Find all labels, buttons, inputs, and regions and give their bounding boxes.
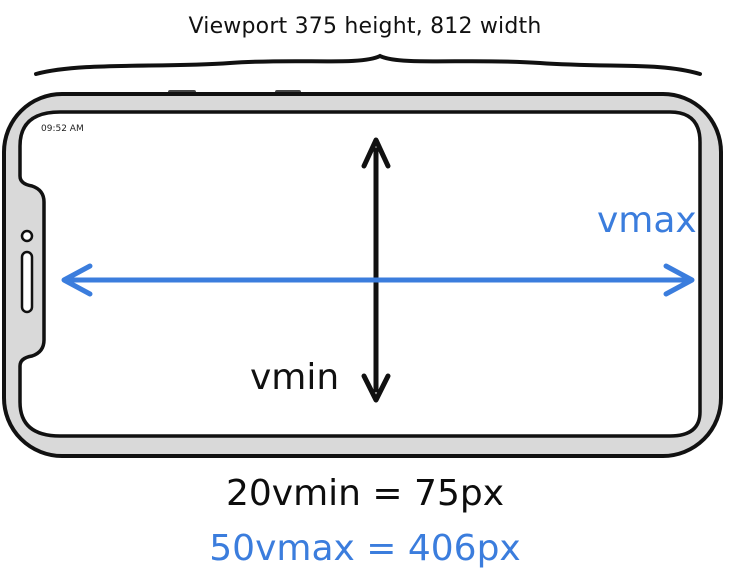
vmin-arrow-head-bottom [361, 373, 391, 403]
vmax-arrow-head-left [61, 263, 93, 297]
vmin-equation: 20vmin = 75px [225, 473, 504, 514]
status-time: 09:52 AM [41, 124, 84, 134]
speaker-grille [20, 250, 34, 314]
vmax-equation: 50vmax = 406px [209, 528, 521, 569]
vmax-arrow-head-right [663, 263, 695, 297]
diagram-title: Viewport 375 height, 812 width [188, 14, 542, 39]
front-camera [20, 229, 34, 243]
brace-stroke [34, 53, 702, 76]
vmin-label: vmin [250, 357, 340, 398]
vmin-arrow-head-top [361, 137, 391, 169]
vmax-label: vmax [597, 200, 697, 241]
device-screen [18, 110, 702, 438]
